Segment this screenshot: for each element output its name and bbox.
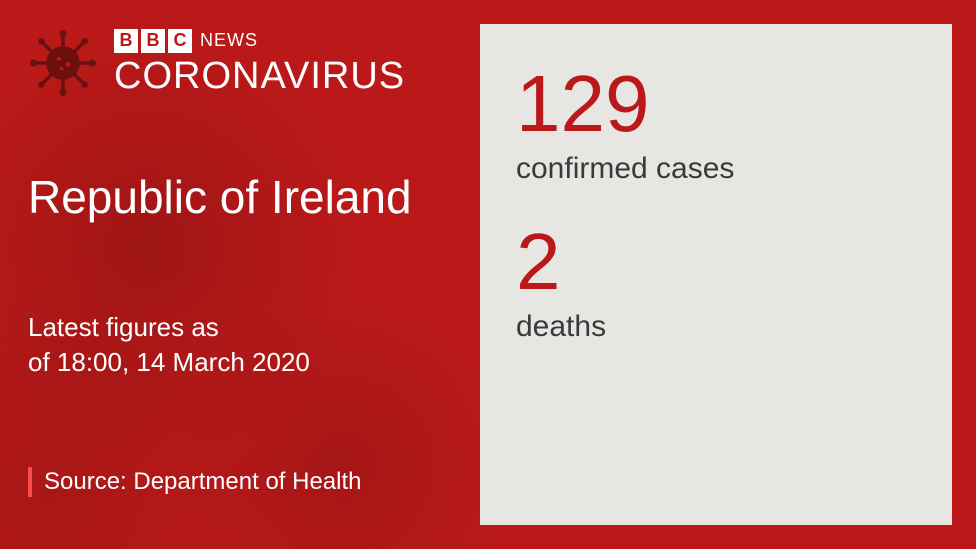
stat-label: deaths (516, 310, 916, 344)
stat-confirmed-cases: 129 confirmed cases (516, 64, 916, 186)
stat-deaths: 2 deaths (516, 222, 916, 344)
region-title: Republic of Ireland (28, 170, 412, 224)
bbc-box: C (168, 29, 192, 53)
stat-value: 129 (516, 64, 916, 144)
stats-panel: 129 confirmed cases 2 deaths (480, 24, 952, 525)
bbc-box: B (141, 29, 165, 53)
stat-label: confirmed cases (516, 152, 916, 186)
source-text: Source: Department of Health (44, 468, 362, 496)
source-accent-bar (28, 467, 32, 497)
bbc-box: B (114, 29, 138, 53)
brand-block: B B C NEWS CORONAVIRUS (114, 29, 405, 98)
stat-value: 2 (516, 222, 916, 302)
bbc-logo: B B C (114, 29, 192, 53)
bbc-news-row: B B C NEWS (114, 29, 405, 53)
topic-title: CORONAVIRUS (114, 55, 405, 98)
header: B B C NEWS CORONAVIRUS (28, 28, 405, 98)
source-row: Source: Department of Health (28, 467, 362, 497)
timestamp-text: Latest figures as of 18:00, 14 March 202… (28, 310, 310, 380)
virus-icon (28, 28, 98, 98)
news-label: NEWS (200, 30, 258, 51)
